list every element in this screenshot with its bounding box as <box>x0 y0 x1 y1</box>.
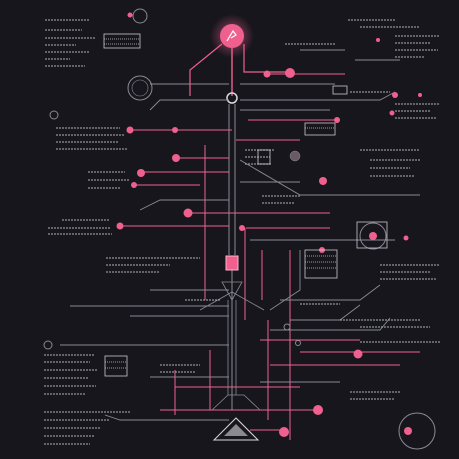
triangle-base-icon <box>199 281 265 441</box>
pink-verticals <box>174 145 291 440</box>
text-block-group <box>44 19 440 445</box>
hub-arms <box>189 43 290 96</box>
text-block-right-lower <box>300 264 440 400</box>
text-block-top-left <box>45 19 95 67</box>
text-block-left-lower <box>48 219 200 273</box>
data-panels <box>103 33 388 377</box>
junction-ring <box>226 92 238 104</box>
module-chip <box>225 255 239 271</box>
text-block-right-mid <box>350 91 440 177</box>
text-block-top-right <box>285 19 440 58</box>
pink-branches <box>120 73 420 431</box>
text-block-bottom-left <box>44 354 130 445</box>
circle-marker-icon <box>116 12 422 437</box>
hub-node-icon <box>210 14 254 58</box>
text-block-left-mid <box>56 127 130 189</box>
gray-branches <box>60 49 420 421</box>
ring-target-icon <box>43 8 436 450</box>
